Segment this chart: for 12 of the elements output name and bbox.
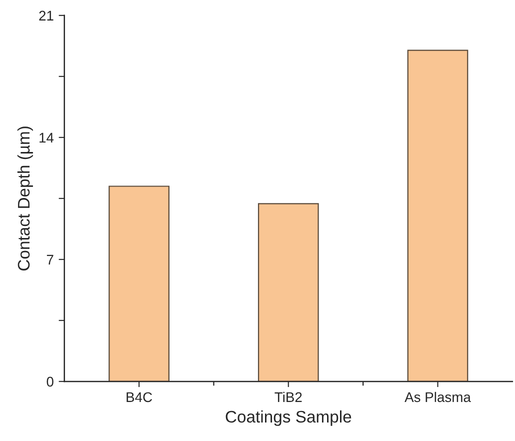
- y-axis-title: Contact Depth (µm): [17, 126, 33, 270]
- y-tick-label: 7: [46, 254, 54, 264]
- bar: [108, 186, 170, 382]
- bar: [258, 203, 319, 382]
- x-tick-label: As Plasma: [404, 392, 471, 402]
- y-tick-label: 21: [39, 10, 54, 20]
- x-tick-label: B4C: [126, 392, 152, 402]
- bar: [407, 50, 468, 382]
- x-tick-label: TiB2: [274, 392, 302, 402]
- y-tick-label: 0: [46, 376, 54, 387]
- x-axis-title: Coatings Sample: [226, 410, 352, 426]
- y-tick-label: 14: [40, 132, 54, 142]
